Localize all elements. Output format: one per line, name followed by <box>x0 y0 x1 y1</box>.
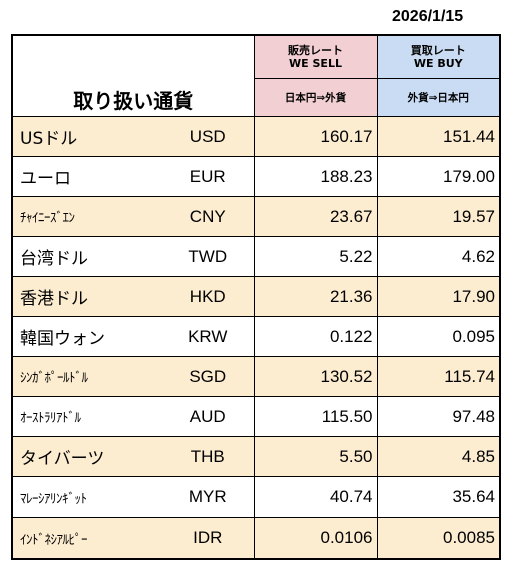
sell-rate-value: 5.50 <box>253 436 378 477</box>
buy-rate-value: 179.00 <box>376 156 501 197</box>
currency-row: ｼﾝｶﾞﾎﾟｰﾙﾄﾞﾙ SGD 130.52 115.74 <box>11 356 501 397</box>
currency-code: MYR <box>162 476 255 518</box>
currency-name: ｵｰｽﾄﾗﾘｱﾄﾞﾙ <box>11 396 162 437</box>
exchange-rate-table: 取り扱い通貨 販売レート WE SELL 買取レート WE BUY 日本円⇒外貨… <box>11 34 501 560</box>
currency-row: ユーロ EUR 188.23 179.00 <box>11 156 501 197</box>
sell-rate-value: 0.122 <box>253 316 378 357</box>
sell-rate-value: 0.0106 <box>253 517 378 560</box>
sell-rate-value: 5.22 <box>253 236 378 277</box>
currency-code: KRW <box>162 316 255 357</box>
buy-rate-value: 19.57 <box>376 196 501 237</box>
table-title: 取り扱い通貨 <box>11 34 255 117</box>
currency-row: 台湾ドル TWD 5.22 4.62 <box>11 236 501 277</box>
sell-rate-value: 115.50 <box>253 396 378 437</box>
buy-rate-value: 151.44 <box>376 116 501 157</box>
sell-rate-value: 160.17 <box>253 116 378 157</box>
currency-name: ｲﾝﾄﾞﾈｼｱﾙﾋﾟｰ <box>11 517 162 560</box>
currency-row: ﾁｬｲﾆｰｽﾞｴﾝ CNY 23.67 19.57 <box>11 196 501 237</box>
buy-rate-value: 0.095 <box>376 316 501 357</box>
sell-rate-label-en: WE SELL <box>289 56 342 70</box>
sell-rate-value: 23.67 <box>253 196 378 237</box>
currency-row: ﾏﾚｰｼｱﾘﾝｷﾞｯﾄ MYR 40.74 35.64 <box>11 476 501 518</box>
sell-rate-value: 188.23 <box>253 156 378 197</box>
currency-code: AUD <box>162 396 255 437</box>
currency-name: USドル <box>11 116 162 157</box>
currency-code: THB <box>162 436 255 477</box>
buy-rate-header: 買取レート WE BUY <box>376 34 501 79</box>
currency-code: CNY <box>162 196 255 237</box>
currency-row: 韓国ウォン KRW 0.122 0.095 <box>11 316 501 357</box>
buy-rate-value: 35.64 <box>376 476 501 518</box>
buy-direction: 外貨⇒日本円 <box>376 77 501 118</box>
currency-name: 韓国ウォン <box>11 316 162 357</box>
buy-rate-value: 97.48 <box>376 396 501 437</box>
currency-code: HKD <box>162 276 255 317</box>
currency-row: 香港ドル HKD 21.36 17.90 <box>11 276 501 317</box>
sell-rate-header: 販売レート WE SELL <box>253 34 378 79</box>
currency-name: ﾁｬｲﾆｰｽﾞｴﾝ <box>11 196 162 237</box>
currency-name: 台湾ドル <box>11 236 162 277</box>
rate-date: 2026/1/15 <box>392 8 464 25</box>
sell-direction: 日本円⇒外貨 <box>253 77 378 118</box>
buy-rate-value: 0.0085 <box>376 517 501 560</box>
buy-rate-value: 4.62 <box>376 236 501 277</box>
currency-name: ユーロ <box>11 156 162 197</box>
currency-row: タイバーツ THB 5.50 4.85 <box>11 436 501 477</box>
currency-name: ﾏﾚｰｼｱﾘﾝｷﾞｯﾄ <box>11 476 162 518</box>
currency-row: ｵｰｽﾄﾗﾘｱﾄﾞﾙ AUD 115.50 97.48 <box>11 396 501 437</box>
currency-row: USドル USD 160.17 151.44 <box>11 116 501 157</box>
currency-code: IDR <box>162 517 255 560</box>
sell-rate-value: 130.52 <box>253 356 378 397</box>
sell-rate-label: 販売レート <box>288 43 343 57</box>
currency-code: TWD <box>162 236 255 277</box>
buy-rate-label-en: WE BUY <box>413 56 463 70</box>
currency-name: 香港ドル <box>11 276 162 317</box>
currency-row: ｲﾝﾄﾞﾈｼｱﾙﾋﾟｰ IDR 0.0106 0.0085 <box>11 517 501 560</box>
sell-rate-value: 21.36 <box>253 276 378 317</box>
buy-rate-label: 買取レート <box>410 43 466 57</box>
buy-rate-value: 17.90 <box>376 276 501 317</box>
currency-code: SGD <box>162 356 255 397</box>
currency-code: EUR <box>162 156 255 197</box>
buy-rate-value: 4.85 <box>376 436 501 477</box>
sell-rate-value: 40.74 <box>253 476 378 518</box>
currency-name: ｼﾝｶﾞﾎﾟｰﾙﾄﾞﾙ <box>11 356 162 397</box>
buy-rate-value: 115.74 <box>376 356 501 397</box>
currency-code: USD <box>162 116 255 157</box>
currency-name: タイバーツ <box>11 436 162 477</box>
